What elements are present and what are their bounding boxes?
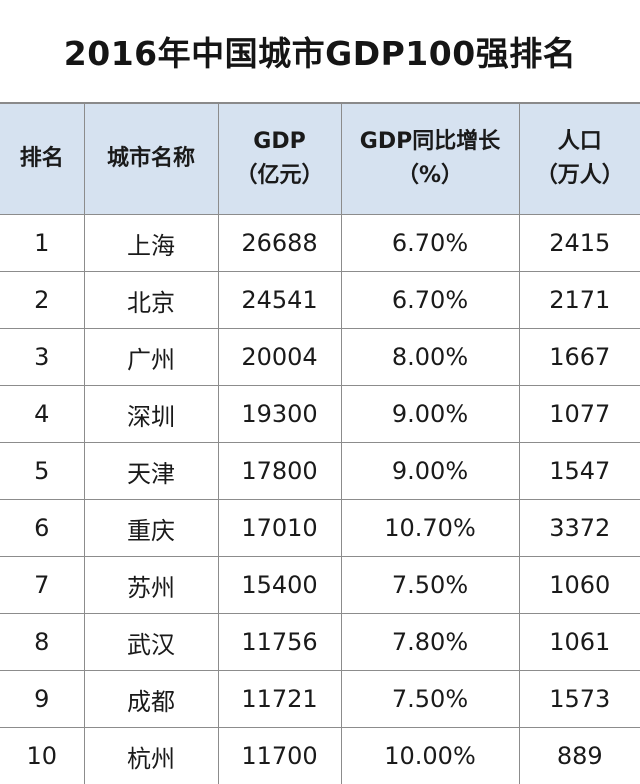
cell-gdp: 11721 bbox=[217, 670, 342, 728]
cell-rank: 8 bbox=[0, 613, 85, 671]
cell-city: 成都 bbox=[83, 670, 219, 728]
table-row: 6 重庆 17010 10.70% 3372 bbox=[0, 499, 640, 557]
cell-city: 重庆 bbox=[83, 499, 219, 557]
gdp-ranking-table: 排名 城市名称 GDP （亿元） GDP同比增长 （%） 人口 （万人） bbox=[0, 104, 640, 784]
table-row: 10 杭州 11700 10.00% 889 bbox=[0, 727, 640, 784]
cell-rank: 7 bbox=[0, 556, 85, 614]
cell-population: 2171 bbox=[518, 271, 640, 329]
header-growth-label: GDP同比增长 bbox=[359, 129, 501, 154]
cell-gdp: 15400 bbox=[217, 556, 342, 614]
cell-city: 武汉 bbox=[83, 613, 219, 671]
cell-gdp: 17010 bbox=[217, 499, 342, 557]
table-header-row: 排名 城市名称 GDP （亿元） GDP同比增长 （%） 人口 （万人） bbox=[0, 104, 640, 215]
cell-city: 北京 bbox=[83, 271, 219, 329]
header-population: 人口 （万人） bbox=[518, 104, 640, 215]
cell-population: 1060 bbox=[518, 556, 640, 614]
cell-growth: 6.70% bbox=[340, 214, 520, 272]
cell-rank: 10 bbox=[0, 727, 85, 784]
table-row: 8 武汉 11756 7.80% 1061 bbox=[0, 613, 640, 671]
header-population-label: 人口 bbox=[557, 129, 602, 154]
cell-rank: 1 bbox=[0, 214, 85, 272]
cell-population: 2415 bbox=[518, 214, 640, 272]
cell-city: 苏州 bbox=[83, 556, 219, 614]
cell-rank: 6 bbox=[0, 499, 85, 557]
cell-growth: 9.00% bbox=[340, 442, 520, 500]
table-row: 4 深圳 19300 9.00% 1077 bbox=[0, 385, 640, 443]
cell-city: 广州 bbox=[83, 328, 219, 386]
cell-city: 天津 bbox=[83, 442, 219, 500]
header-rank: 排名 bbox=[0, 104, 85, 215]
cell-growth: 6.70% bbox=[340, 271, 520, 329]
cell-population: 1573 bbox=[518, 670, 640, 728]
cell-gdp: 11700 bbox=[217, 727, 342, 784]
cell-gdp: 26688 bbox=[217, 214, 342, 272]
cell-growth: 7.50% bbox=[340, 670, 520, 728]
cell-rank: 9 bbox=[0, 670, 85, 728]
table-row: 9 成都 11721 7.50% 1573 bbox=[0, 670, 640, 728]
page-title: 2016年中国城市GDP100强排名 bbox=[0, 0, 640, 104]
cell-growth: 9.00% bbox=[340, 385, 520, 443]
cell-population: 1061 bbox=[518, 613, 640, 671]
table-row: 2 北京 24541 6.70% 2171 bbox=[0, 271, 640, 329]
cell-population: 3372 bbox=[518, 499, 640, 557]
cell-gdp: 17800 bbox=[217, 442, 342, 500]
table-row: 7 苏州 15400 7.50% 1060 bbox=[0, 556, 640, 614]
header-growth: GDP同比增长 （%） bbox=[340, 104, 520, 215]
cell-rank: 4 bbox=[0, 385, 85, 443]
cell-growth: 7.80% bbox=[340, 613, 520, 671]
cell-rank: 5 bbox=[0, 442, 85, 500]
cell-growth: 10.00% bbox=[340, 727, 520, 784]
table-row: 3 广州 20004 8.00% 1667 bbox=[0, 328, 640, 386]
cell-city: 杭州 bbox=[83, 727, 219, 784]
cell-rank: 2 bbox=[0, 271, 85, 329]
header-city-label: 城市名称 bbox=[106, 146, 195, 171]
table-row: 5 天津 17800 9.00% 1547 bbox=[0, 442, 640, 500]
cell-growth: 10.70% bbox=[340, 499, 520, 557]
header-population-unit: （万人） bbox=[535, 163, 624, 188]
cell-gdp: 19300 bbox=[217, 385, 342, 443]
cell-growth: 7.50% bbox=[340, 556, 520, 614]
header-rank-label: 排名 bbox=[19, 146, 64, 171]
cell-gdp: 11756 bbox=[217, 613, 342, 671]
cell-growth: 8.00% bbox=[340, 328, 520, 386]
cell-gdp: 24541 bbox=[217, 271, 342, 329]
header-gdp-unit: （亿元） bbox=[235, 163, 324, 188]
cell-population: 1077 bbox=[518, 385, 640, 443]
cell-gdp: 20004 bbox=[217, 328, 342, 386]
cell-population: 889 bbox=[518, 727, 640, 784]
cell-city: 深圳 bbox=[83, 385, 219, 443]
header-gdp: GDP （亿元） bbox=[217, 104, 342, 215]
cell-rank: 3 bbox=[0, 328, 85, 386]
cell-population: 1547 bbox=[518, 442, 640, 500]
cell-city: 上海 bbox=[83, 214, 219, 272]
header-city: 城市名称 bbox=[83, 104, 219, 215]
cell-population: 1667 bbox=[518, 328, 640, 386]
header-growth-unit: （%） bbox=[396, 163, 464, 188]
table-row: 1 上海 26688 6.70% 2415 bbox=[0, 214, 640, 272]
header-gdp-label: GDP bbox=[253, 129, 306, 154]
